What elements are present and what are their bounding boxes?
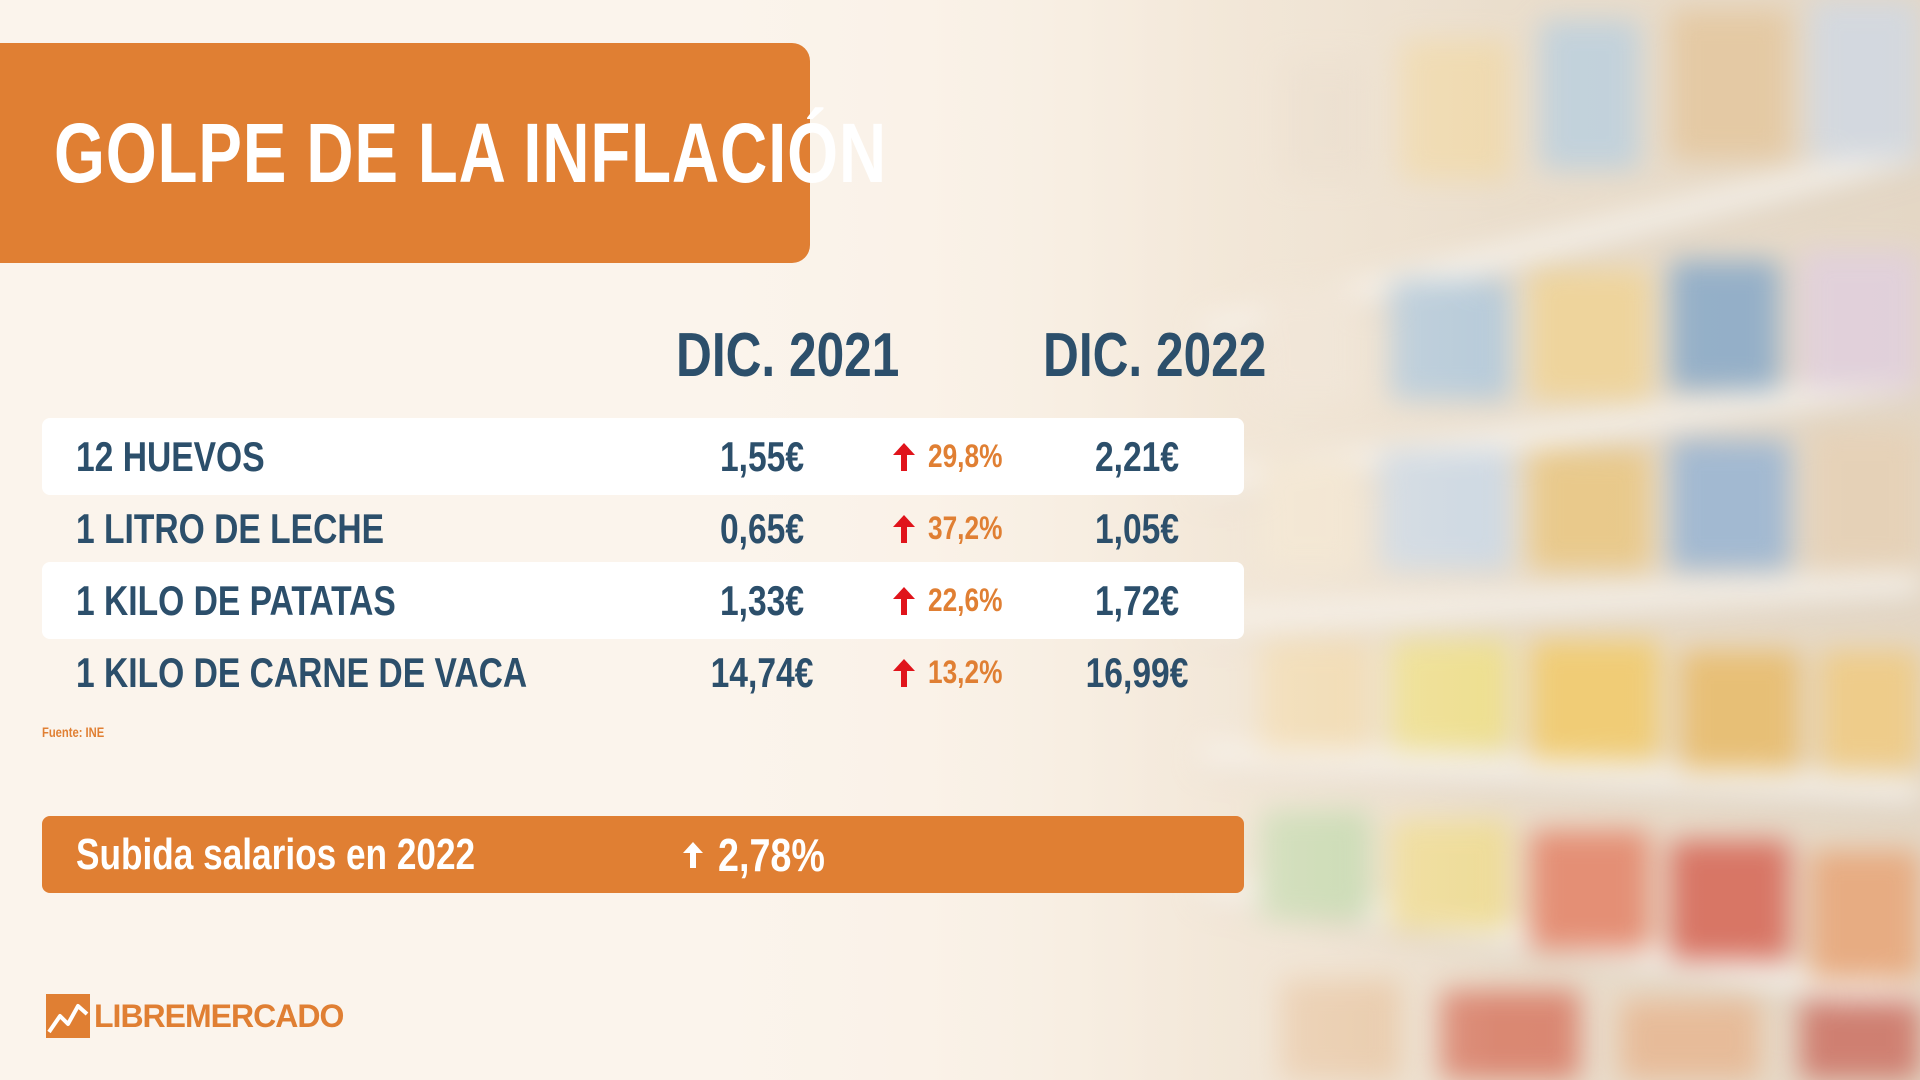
change-indicator: 29,8%: [892, 418, 1019, 495]
salary-value: 2,78%: [718, 828, 825, 881]
title-banner: GOLPE DE LA INFLACIÓN: [0, 43, 886, 263]
change-percent: 22,6%: [928, 582, 1003, 618]
arrow-up-icon: [893, 514, 915, 543]
salary-banner: Subida salarios en 2022 2,78%: [42, 816, 1244, 893]
change-percent: 37,2%: [928, 510, 1003, 546]
column-header-dec-2022: DIC. 2022: [1043, 321, 1267, 390]
arrow-up-icon: [683, 841, 703, 868]
price-2022: 2,21€: [1094, 433, 1180, 480]
change-percent: 29,8%: [928, 438, 1003, 474]
table-row: 1 LITRO DE LECHE 0,65€ 37,2% 1,05€: [42, 490, 1244, 567]
price-2022: 16,99€: [1085, 649, 1189, 696]
brand-logo: LIBREMERCADO: [46, 994, 344, 1038]
price-2022: 1,05€: [1094, 505, 1180, 552]
change-indicator: 22,6%: [892, 562, 1019, 639]
price-2021: 1,33€: [719, 577, 805, 624]
arrow-up-icon: [893, 586, 915, 615]
chart-line-logo-icon: [46, 994, 90, 1038]
item-label: 1 KILO DE PATATAS: [76, 577, 396, 624]
change-indicator: 13,2%: [892, 634, 1019, 711]
salary-label: Subida salarios en 2022: [76, 830, 476, 879]
arrow-up-icon: [893, 658, 915, 687]
price-2021: 0,65€: [719, 505, 805, 552]
table-row: 12 HUEVOS 1,55€ 29,8% 2,21€: [42, 418, 1244, 495]
item-label: 1 KILO DE CARNE DE VACA: [76, 649, 528, 696]
change-percent: 13,2%: [928, 654, 1003, 690]
item-label: 1 LITRO DE LECHE: [76, 505, 385, 552]
price-2022: 1,72€: [1094, 577, 1180, 624]
salary-change-indicator: 2,78%: [682, 816, 848, 893]
table-row: 1 KILO DE CARNE DE VACA 14,74€ 13,2% 16,…: [42, 634, 1244, 711]
brand-logo-text: LIBREMERCADO: [94, 997, 344, 1034]
price-2021: 1,55€: [719, 433, 805, 480]
arrow-up-icon: [893, 442, 915, 471]
column-header-dec-2021: DIC. 2021: [676, 321, 900, 390]
change-indicator: 37,2%: [892, 490, 1019, 567]
item-label: 12 HUEVOS: [76, 433, 265, 480]
price-2021: 14,74€: [710, 649, 814, 696]
page-title: GOLPE DE LA INFLACIÓN: [54, 106, 887, 200]
source-note: Fuente: INE: [42, 724, 105, 740]
table-row: 1 KILO DE PATATAS 1,33€ 22,6% 1,72€: [42, 562, 1244, 639]
